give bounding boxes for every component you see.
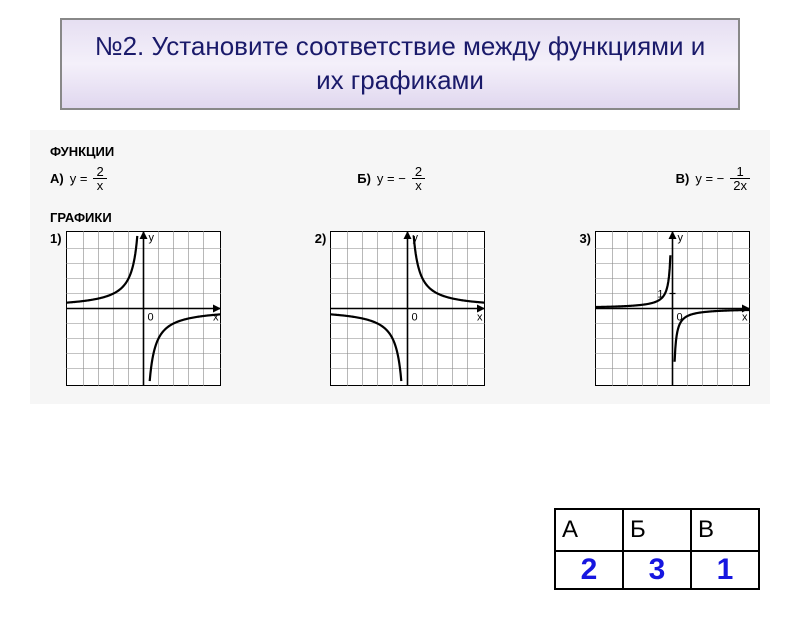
graph-num: 1) <box>50 231 62 246</box>
svg-text:y: y <box>678 232 684 244</box>
title-text: №2. Установите соответствие между функци… <box>95 31 706 95</box>
graph-3: 3) yx01 <box>579 231 750 386</box>
chart-1: y x 0 <box>66 231 221 386</box>
function-b: Б) y = − 2 x <box>357 165 425 192</box>
frac-num: 2 <box>412 165 425 179</box>
answer-head-a: А <box>555 509 623 551</box>
graph-2: 2) yx0 <box>315 231 486 386</box>
frac-num: 1 <box>730 165 750 179</box>
function-row: А) y = 2 x Б) y = − 2 x В) y = − 1 2x <box>50 165 750 192</box>
func-prefix: y = − <box>695 171 724 186</box>
frac-num: 2 <box>93 165 106 179</box>
answer-head-b: Б <box>623 509 691 551</box>
svg-text:0: 0 <box>412 311 418 323</box>
answer-header-row: А Б В <box>555 509 759 551</box>
graph-num: 3) <box>579 231 591 246</box>
chart-2: yx0 <box>330 231 485 386</box>
function-a: А) y = 2 x <box>50 165 107 192</box>
answer-val-a: 2 <box>555 551 623 589</box>
title-box: №2. Установите соответствие между функци… <box>60 18 740 110</box>
func-prefix: y = <box>70 171 88 186</box>
func-letter: А) <box>50 171 64 186</box>
svg-text:x: x <box>477 311 483 323</box>
frac-den: x <box>412 179 425 192</box>
graph-1: 1) y x 0 <box>50 231 221 386</box>
frac-den: x <box>93 179 106 192</box>
graph-row: 1) yx0 2) yx0 3) yx01 <box>50 231 750 386</box>
func-frac: 2 x <box>412 165 425 192</box>
func-frac: 2 x <box>93 165 106 192</box>
func-letter: Б) <box>357 171 371 186</box>
svg-text:0: 0 <box>147 311 153 323</box>
answer-head-v: В <box>691 509 759 551</box>
func-frac: 1 2x <box>730 165 750 192</box>
graphs-label: ГРАФИКИ <box>50 210 750 225</box>
frac-den: 2x <box>730 179 750 192</box>
answer-value-row: 2 3 1 <box>555 551 759 589</box>
answer-table: А Б В 2 3 1 <box>554 508 760 590</box>
functions-label: ФУНКЦИИ <box>50 144 750 159</box>
svg-text:x: x <box>213 311 219 323</box>
chart-3: yx01 <box>595 231 750 386</box>
answer-val-v: 1 <box>691 551 759 589</box>
svg-text:x: x <box>742 311 748 323</box>
answer-val-b: 3 <box>623 551 691 589</box>
graph-num: 2) <box>315 231 327 246</box>
func-prefix: y = − <box>377 171 406 186</box>
func-letter: В) <box>676 171 690 186</box>
svg-text:y: y <box>148 232 154 244</box>
function-v: В) y = − 1 2x <box>676 165 750 192</box>
content-panel: ФУНКЦИИ А) y = 2 x Б) y = − 2 x В) y = −… <box>30 130 770 404</box>
